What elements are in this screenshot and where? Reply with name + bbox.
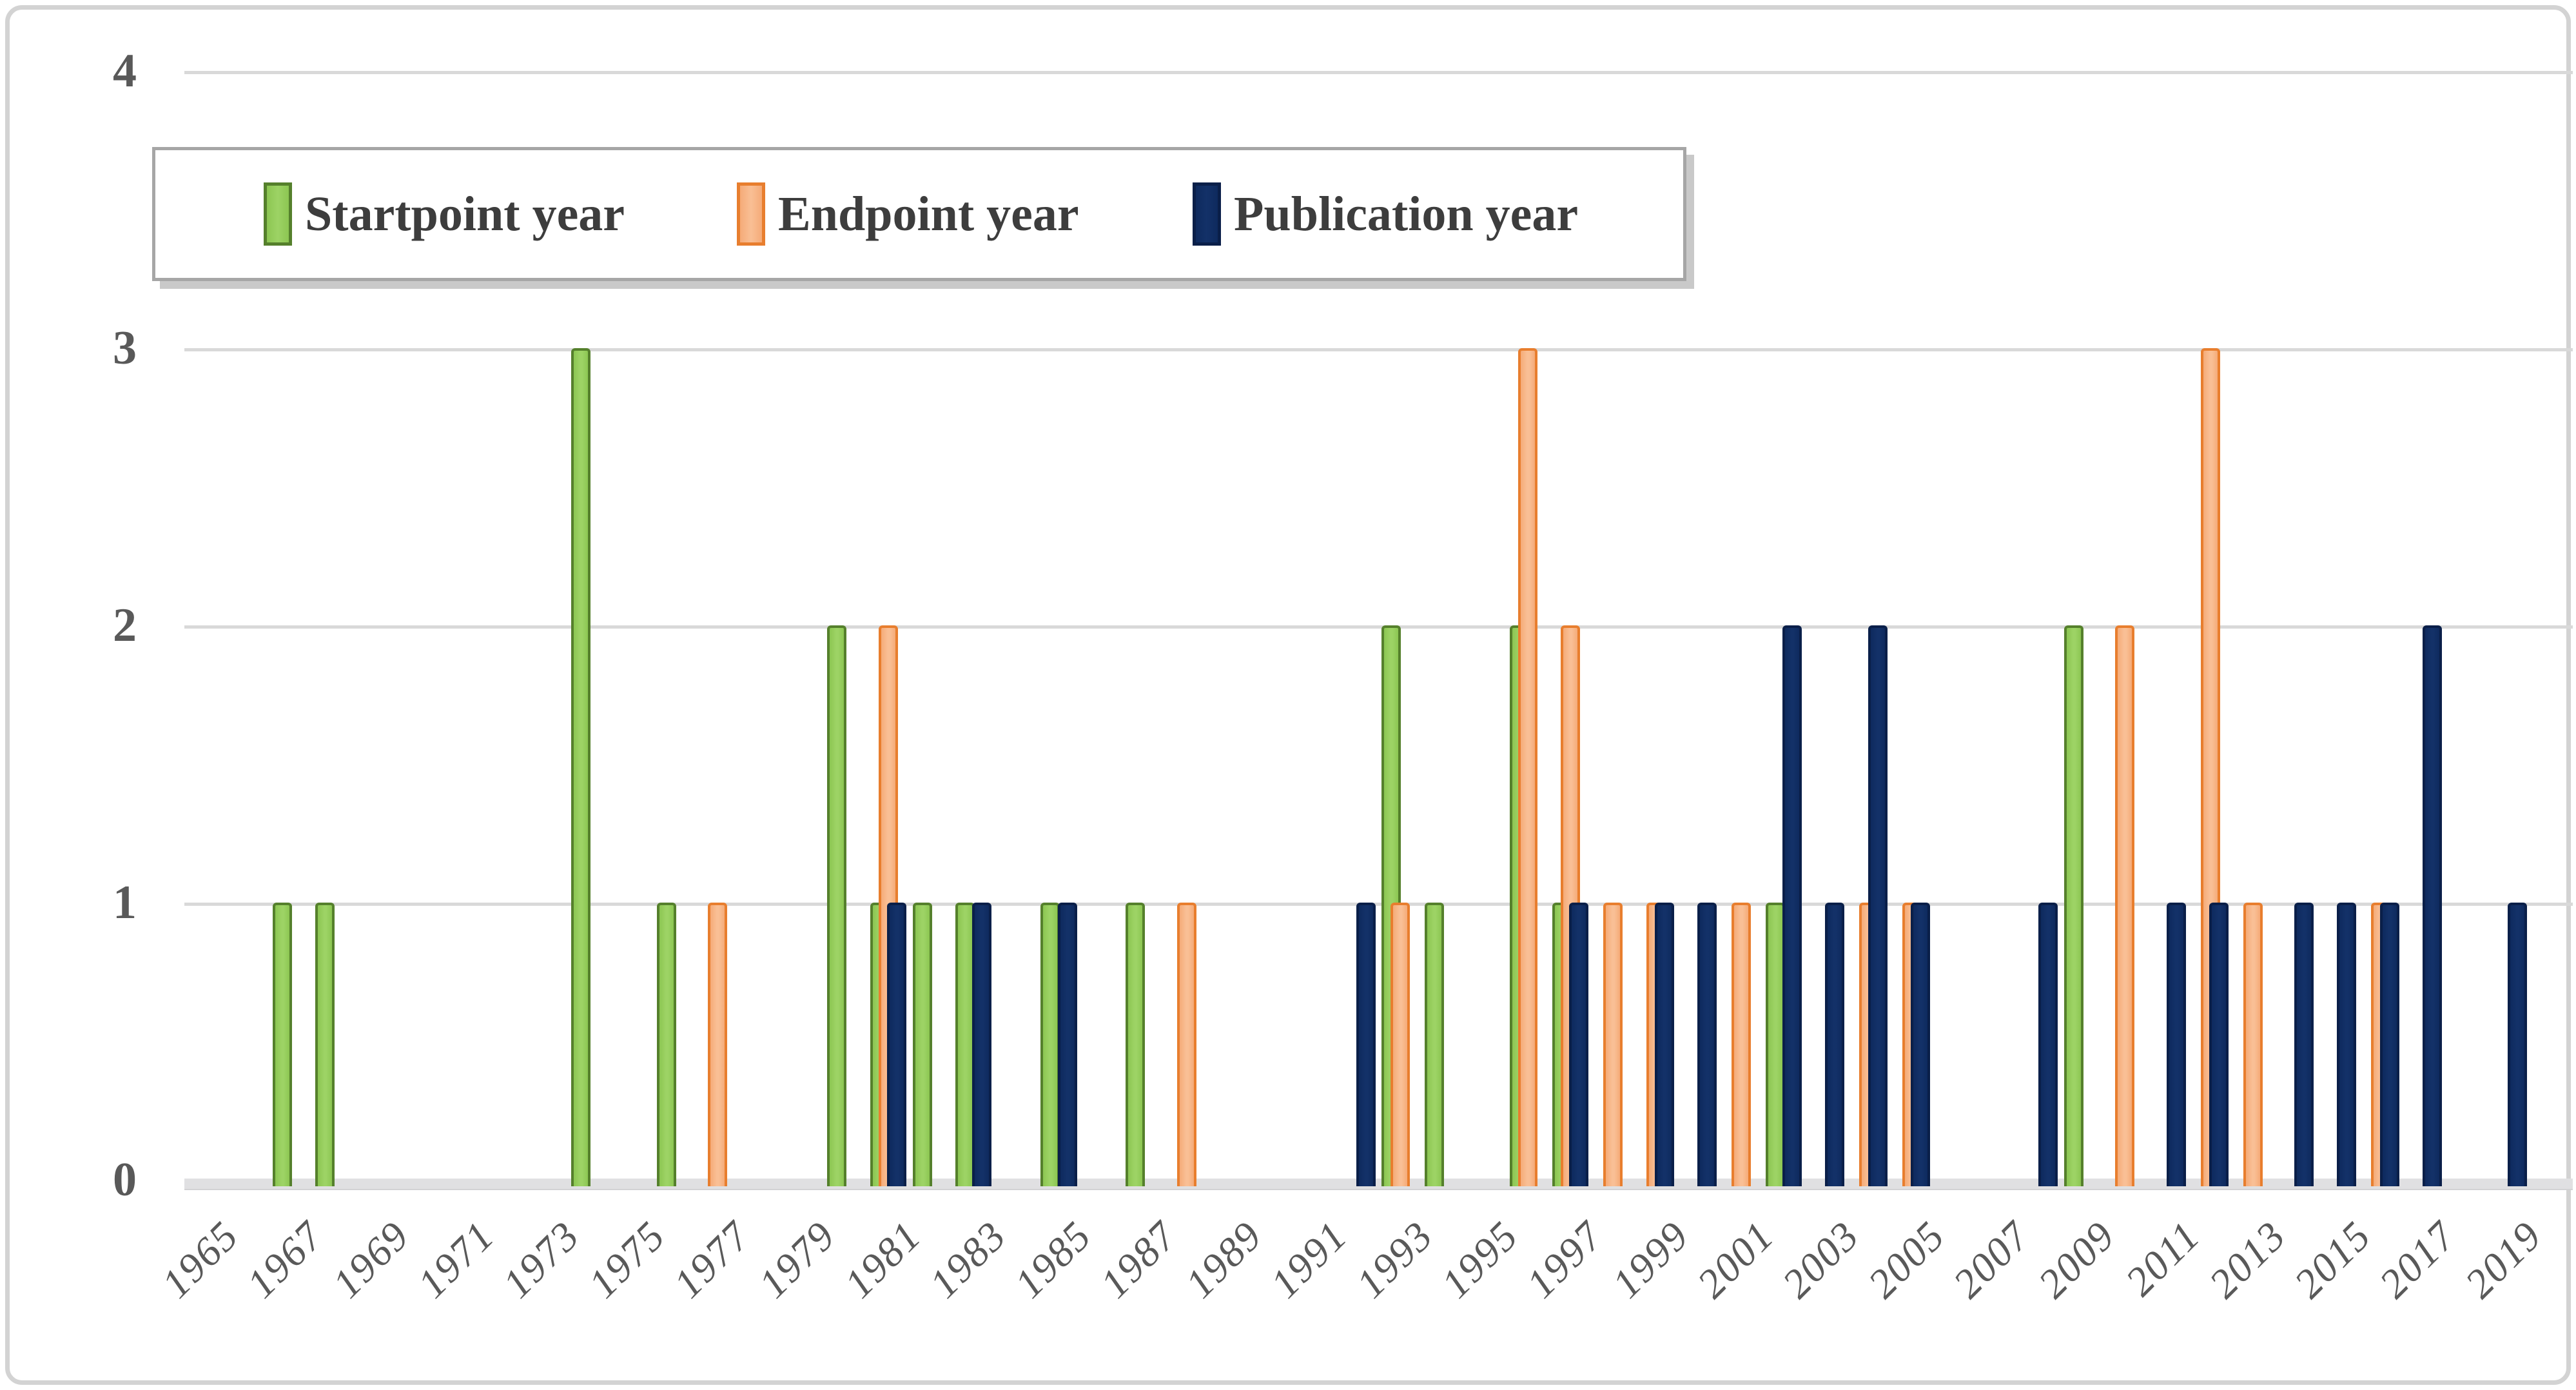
bar-publication-1983 <box>972 903 992 1186</box>
startpoint-swatch-icon <box>264 182 292 246</box>
bar-publication-2019 <box>2508 903 2527 1186</box>
y-tick-label-4: 4 <box>113 44 137 97</box>
bar-startpoint-1968 <box>315 903 335 1186</box>
x-axis-line <box>184 1179 2573 1190</box>
bar-startpoint-1967 <box>273 903 293 1186</box>
bar-endpoint-1996 <box>1518 348 1538 1186</box>
bar-startpoint-1974 <box>571 348 591 1186</box>
bar-startpoint-1982 <box>912 903 932 1186</box>
bar-publication-1999 <box>1654 903 1674 1186</box>
y-tick-label-0: 0 <box>113 1153 137 1206</box>
bar-startpoint-1980 <box>827 625 847 1186</box>
legend-label-publication: Publication year <box>1234 186 1579 241</box>
legend-item-startpoint: Startpoint year <box>264 150 625 278</box>
bar-publication-2008 <box>2038 903 2058 1186</box>
y-tick-label-3: 3 <box>113 322 137 375</box>
bar-publication-2011 <box>2166 903 2186 1186</box>
y-tick-label-2: 2 <box>113 599 137 652</box>
bar-publication-1992 <box>1356 903 1376 1186</box>
bar-endpoint-2013 <box>2243 903 2263 1186</box>
bar-endpoint-1977 <box>708 903 727 1186</box>
bar-publication-2017 <box>2422 625 2442 1186</box>
bar-startpoint-2009 <box>2064 625 2083 1186</box>
bar-publication-2002 <box>1782 625 1802 1186</box>
legend-box: Startpoint year Endpoint year Publicatio… <box>152 147 1686 281</box>
bar-publication-1997 <box>1569 903 1589 1186</box>
bar-endpoint-2001 <box>1731 903 1751 1186</box>
gridline-1 <box>184 903 2573 906</box>
bar-publication-2014 <box>2294 903 2314 1186</box>
bar-endpoint-1993 <box>1390 903 1410 1186</box>
legend-item-publication: Publication year <box>1193 150 1578 278</box>
bar-startpoint-1987 <box>1126 903 1146 1186</box>
gridline-2 <box>184 625 2573 629</box>
bar-publication-2003 <box>1825 903 1845 1186</box>
legend-label-startpoint: Startpoint year <box>305 186 625 241</box>
bar-publication-2015 <box>2337 903 2357 1186</box>
bar-endpoint-1988 <box>1176 903 1196 1186</box>
bar-startpoint-1985 <box>1040 903 1060 1186</box>
y-tick-label-1: 1 <box>113 876 137 929</box>
bar-startpoint-1994 <box>1424 903 1444 1186</box>
legend-label-endpoint: Endpoint year <box>778 186 1079 241</box>
bar-endpoint-2010 <box>2115 625 2135 1186</box>
bar-publication-2000 <box>1697 903 1717 1186</box>
publication-swatch-icon <box>1193 182 1221 246</box>
bar-publication-2016 <box>2379 903 2399 1186</box>
bar-publication-1981 <box>886 903 906 1186</box>
bar-publication-1985 <box>1057 903 1077 1186</box>
bar-publication-2005 <box>1910 903 1930 1186</box>
gridline-3 <box>184 348 2573 351</box>
gridline-4 <box>184 71 2573 74</box>
bar-startpoint-1976 <box>656 903 676 1186</box>
bar-publication-2012 <box>2209 903 2229 1186</box>
legend-item-endpoint: Endpoint year <box>737 150 1079 278</box>
bar-endpoint-1998 <box>1603 903 1623 1186</box>
endpoint-swatch-icon <box>737 182 765 246</box>
bar-publication-2004 <box>1868 625 1888 1186</box>
